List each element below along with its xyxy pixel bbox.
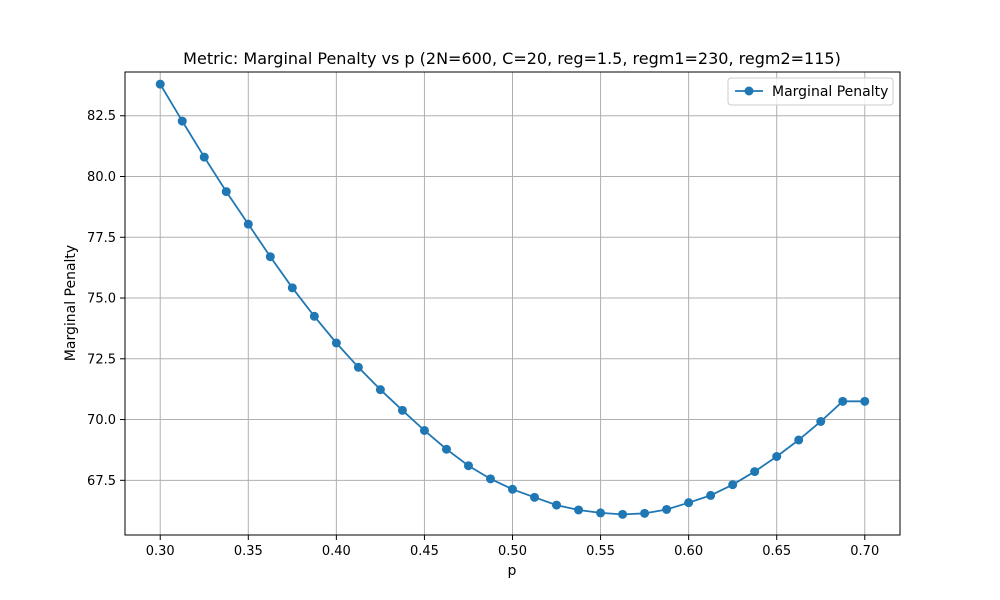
data-point bbox=[309, 311, 319, 321]
legend-box bbox=[727, 77, 894, 106]
x-tick-label: 0.50 bbox=[498, 544, 527, 559]
data-point bbox=[287, 283, 297, 293]
data-point bbox=[750, 467, 760, 477]
data-point bbox=[419, 425, 429, 435]
data-point bbox=[640, 508, 650, 518]
y-axis: 67.5 70.0 72.5 75.0 77.5 80.0 82.5 bbox=[87, 109, 125, 489]
data-point bbox=[706, 490, 716, 500]
y-tick-label: 77.5 bbox=[87, 231, 116, 246]
x-tick-label: 0.40 bbox=[322, 544, 351, 559]
chart-title: Metric: Marginal Penalty vs p (2N=600, C… bbox=[183, 49, 841, 68]
x-tick-label: 0.65 bbox=[762, 544, 791, 559]
data-point bbox=[794, 435, 804, 445]
data-point bbox=[265, 252, 275, 262]
data-point bbox=[552, 500, 562, 510]
y-tick-label: 70.0 bbox=[87, 413, 116, 428]
data-point bbox=[662, 504, 672, 514]
data-point bbox=[177, 116, 187, 126]
y-tick-label: 80.0 bbox=[87, 170, 116, 185]
x-tick-label: 0.60 bbox=[674, 544, 703, 559]
data-point bbox=[838, 396, 848, 406]
series-layer bbox=[155, 79, 870, 519]
data-point bbox=[772, 451, 782, 461]
data-point bbox=[530, 492, 540, 502]
x-tick-label: 0.35 bbox=[234, 544, 263, 559]
legend-label: Marginal Penalty bbox=[772, 84, 888, 100]
y-tick-label: 67.5 bbox=[87, 474, 116, 489]
data-point bbox=[684, 498, 694, 508]
data-point bbox=[155, 79, 165, 89]
legend: Marginal Penalty bbox=[727, 77, 894, 106]
y-tick-label: 75.0 bbox=[87, 292, 116, 307]
data-point bbox=[860, 396, 870, 406]
data-point bbox=[463, 461, 473, 471]
y-tick-label: 82.5 bbox=[87, 109, 116, 124]
data-point bbox=[816, 416, 826, 426]
x-tick-label: 0.55 bbox=[586, 544, 615, 559]
data-point bbox=[485, 474, 495, 484]
y-tick-label: 72.5 bbox=[87, 352, 116, 367]
data-point bbox=[508, 484, 517, 494]
legend-marker bbox=[744, 86, 754, 96]
data-point bbox=[397, 405, 407, 415]
x-axis-label: p bbox=[508, 563, 517, 579]
x-tick-label: 0.45 bbox=[410, 544, 439, 559]
y-axis-label: Marginal Penalty bbox=[63, 245, 79, 361]
x-tick-label: 0.70 bbox=[850, 544, 879, 559]
data-point bbox=[221, 187, 231, 197]
data-point bbox=[728, 480, 738, 490]
data-point bbox=[375, 385, 385, 395]
grid bbox=[125, 72, 900, 535]
data-point bbox=[331, 338, 341, 348]
data-point bbox=[441, 444, 451, 454]
data-point bbox=[574, 505, 584, 515]
data-point bbox=[353, 362, 363, 372]
data-point bbox=[199, 152, 209, 162]
data-point bbox=[618, 509, 628, 519]
x-tick-label: 0.30 bbox=[146, 544, 175, 559]
data-point bbox=[243, 219, 253, 229]
x-axis: 0.30 0.35 0.40 0.45 0.50 0.55 0.60 0.65 0.70 bbox=[146, 535, 879, 559]
data-point bbox=[596, 508, 606, 518]
